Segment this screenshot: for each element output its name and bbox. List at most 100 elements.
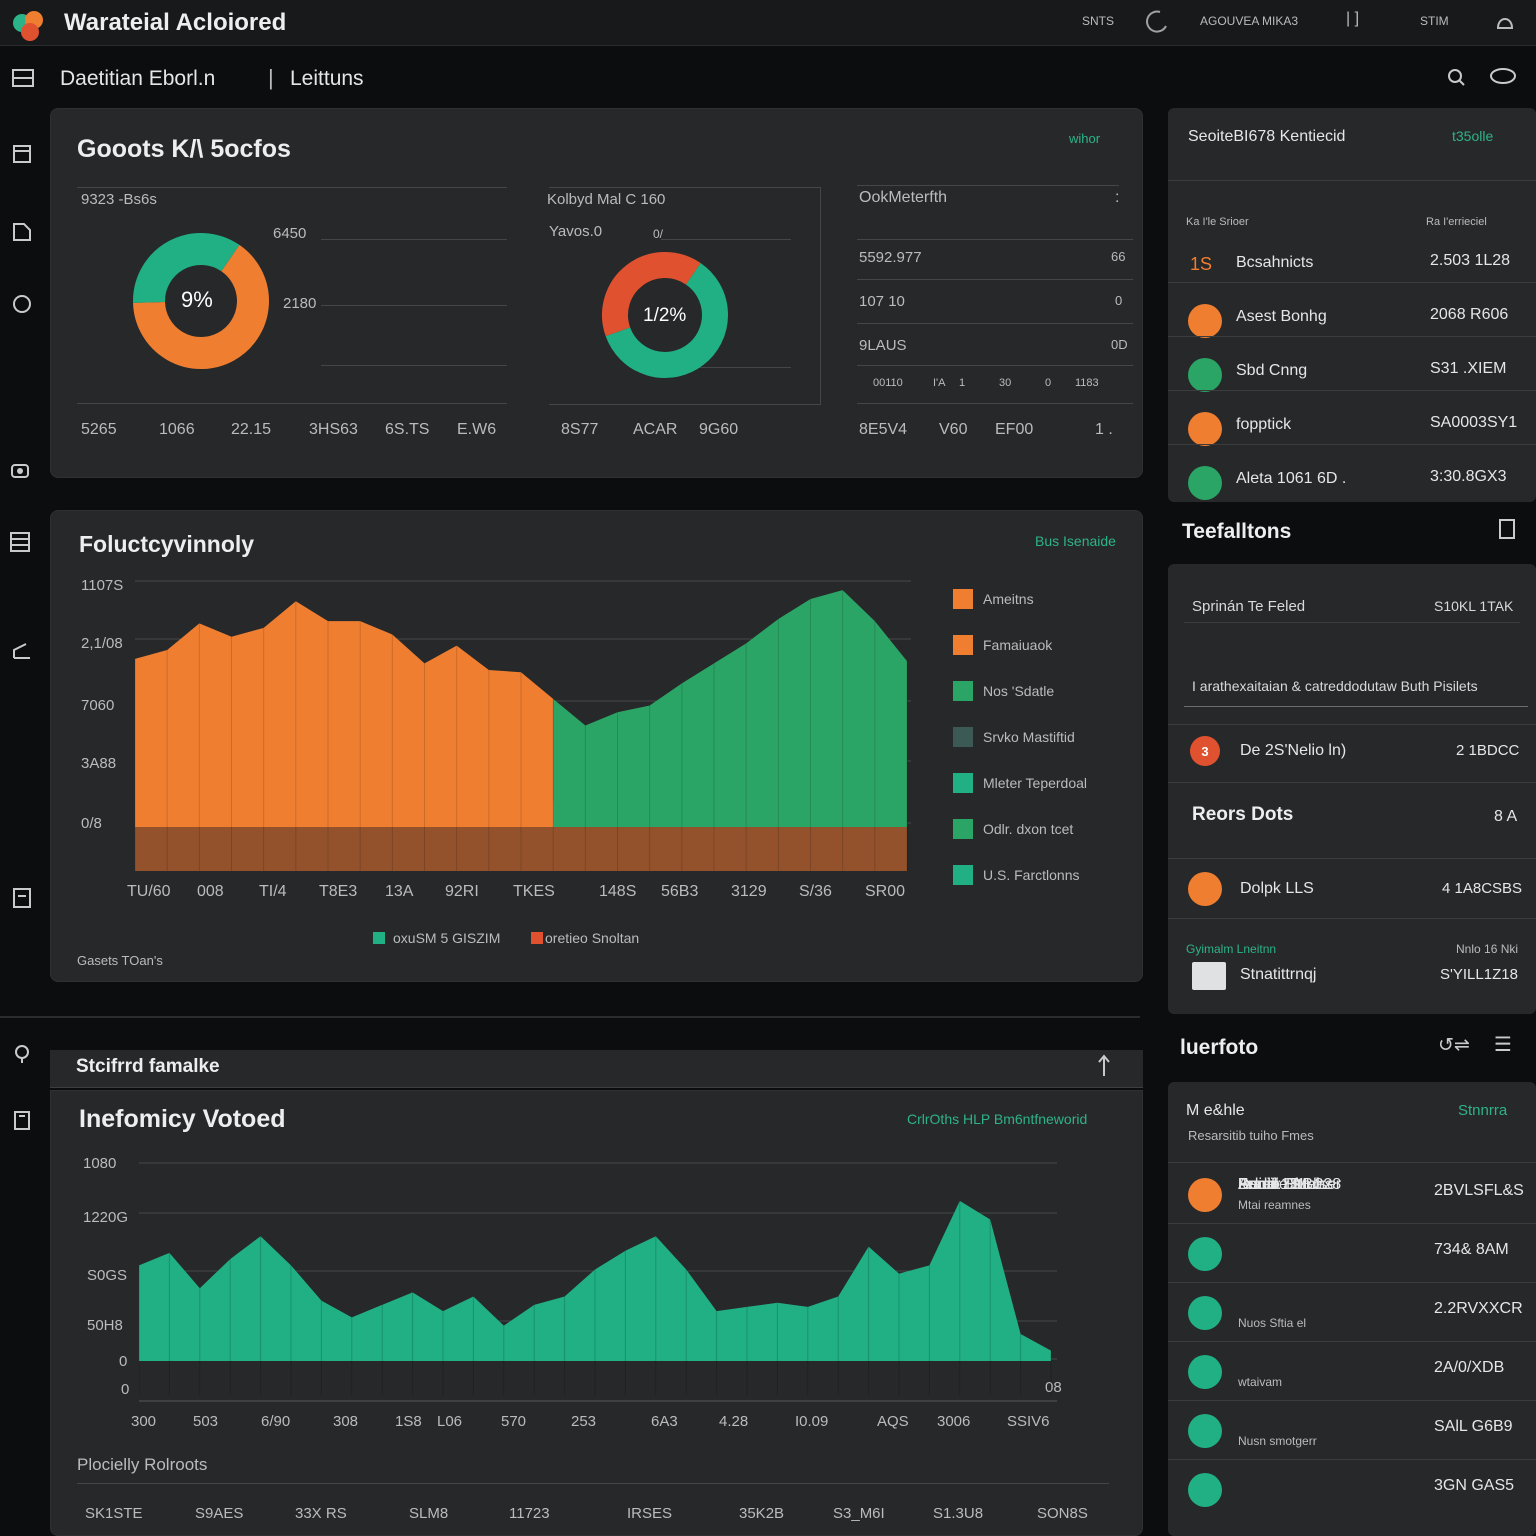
avatar — [1188, 358, 1222, 392]
x-tick-label: 56B3 — [661, 883, 699, 900]
axis-tick-label: E.W6 — [457, 421, 497, 438]
panel-bottom-title: luerfoto — [1180, 1036, 1259, 1059]
kpi-card-link[interactable]: wihor — [1069, 131, 1101, 146]
app-title: Warateial Acloiored — [64, 9, 287, 36]
row-value: 3GN GAS5 — [1434, 1477, 1515, 1494]
menu-icon[interactable] — [12, 69, 34, 87]
panel-mid-header: Teefalltons — [1168, 502, 1536, 562]
circle-icon[interactable] — [12, 294, 32, 314]
row-label: Anniil: Ermiser — [1238, 1176, 1342, 1193]
x-axis: TU/60 008 TI/4 T8E3 13A 92RI TKES 148S 56B3 3129 S… — [51, 883, 951, 907]
top-link-1[interactable]: SNTS — [1082, 14, 1115, 28]
area-chart-link[interactable]: Bus Isenaide — [1035, 533, 1116, 549]
divider — [1168, 858, 1536, 859]
divider — [857, 185, 1119, 186]
chart-icon[interactable] — [12, 640, 32, 660]
x-tick-label: 308 — [333, 1413, 359, 1430]
legend-swatch — [953, 773, 973, 793]
donut-slice — [605, 263, 728, 378]
camera-icon[interactable] — [10, 460, 30, 480]
x-tick-label: S/36 — [799, 883, 832, 900]
refresh-icon[interactable] — [1140, 8, 1172, 34]
table-footer-cell: 1183 — [1075, 377, 1099, 389]
info-panel: M e&hle Stnnrra Resarsitib tuiho Fmes Fo… — [1168, 1082, 1536, 1536]
axis-tick-label: 9G60 — [699, 421, 739, 438]
refresh-icon[interactable]: ↺⇌ — [1438, 1035, 1470, 1056]
doc-icon[interactable] — [12, 144, 32, 164]
axis-tick-label: 1 . — [1095, 421, 1113, 438]
y-tick-label: 2,1/08 — [81, 635, 123, 652]
divider — [1168, 336, 1536, 337]
x-tick-label: 008 — [197, 883, 224, 900]
divider — [857, 239, 1133, 240]
top-link-3[interactable]: STIM — [1420, 14, 1449, 28]
divider — [1168, 1162, 1536, 1163]
x-tick-label: 4.28 — [719, 1413, 749, 1430]
bottom-value: SK1STE — [85, 1505, 143, 1522]
doc-icon[interactable] — [1498, 518, 1516, 540]
x-tick-label: T8E3 — [319, 883, 358, 900]
divider — [857, 403, 1133, 404]
divider — [321, 365, 507, 366]
x-tick-label: 300 — [131, 1413, 157, 1430]
page-title: Daetitian Eborl.n — [60, 67, 216, 90]
file-icon[interactable] — [12, 888, 32, 908]
row-label: Dolpk LLS — [1240, 880, 1314, 897]
donut2-legend: Kolbyd Mal C 160 — [547, 191, 666, 208]
right-axis-label: 08 — [1045, 1379, 1062, 1396]
table-footer-cell: 30 — [999, 377, 1012, 389]
top-link-2[interactable]: AGOUVEA MIKA3 — [1200, 14, 1299, 28]
panel-title: SeoiteBI678 Kentiecid — [1188, 128, 1346, 145]
divider — [661, 239, 791, 240]
location-icon[interactable] — [12, 1044, 32, 1064]
panel-sub-link[interactable]: Stnnrra — [1458, 1102, 1508, 1119]
legend-label: Srvko Mastiftid — [983, 729, 1075, 745]
row-label: Bena' SftBb — [1238, 1176, 1322, 1193]
divider — [1168, 390, 1536, 391]
baseline-band — [553, 801, 907, 827]
edit-icon[interactable] — [12, 222, 32, 242]
avatar — [1188, 412, 1222, 446]
x-tick-label: I0.09 — [795, 1413, 829, 1430]
clipboard-icon[interactable] — [12, 1110, 32, 1130]
legend-swatch — [953, 635, 973, 655]
donut1-center: 9% — [181, 287, 213, 312]
area-chart-title: Foluctcyvinnoly — [79, 531, 255, 557]
section-subtitle-right: 8 A — [1494, 808, 1518, 825]
axis-tick-label: 22.15 — [231, 421, 272, 438]
axis-tick-label: 5265 — [81, 421, 117, 438]
filter-icon[interactable]: ☰ — [1494, 1034, 1512, 1056]
row-sublabel: Nusn smotgerr — [1238, 1434, 1317, 1448]
area-series — [139, 1200, 1051, 1361]
area-series — [553, 590, 907, 801]
area-series — [135, 601, 554, 801]
section-divider — [0, 1016, 1140, 1018]
volume-chart-link[interactable]: CrlrOths HLP Bm6ntfneworid — [907, 1111, 1088, 1127]
donut2-sub: Yavos.0 — [549, 223, 603, 240]
divider — [77, 187, 507, 188]
donut-slice — [133, 233, 240, 303]
x-tick-label: 570 — [501, 1413, 527, 1430]
row-label: Stnatittrnqj — [1240, 966, 1317, 983]
divider — [1168, 1400, 1536, 1401]
row-label: Foma Ls — [1238, 1176, 1301, 1193]
divider — [1168, 1459, 1536, 1460]
axis-tick-label: V60 — [939, 421, 968, 438]
tab-leittuns[interactable]: Leittuns — [290, 67, 364, 90]
title-separator: | — [268, 65, 274, 90]
divider — [1168, 1223, 1536, 1224]
row-value: 2BVLSFL&S — [1434, 1182, 1524, 1199]
upload-icon[interactable] — [1096, 1054, 1112, 1078]
panel-link[interactable]: t35olle — [1452, 128, 1494, 144]
user-icon[interactable] — [1494, 10, 1516, 32]
table-footer-cell: 1 — [959, 377, 966, 389]
list-icon[interactable] — [10, 532, 30, 552]
section-header: Stcifrrd famalke — [50, 1050, 1143, 1088]
legend: Ameitns Famaiuaok Nos 'Sdatle Srvko Mastift… — [951, 589, 1141, 889]
search-icon[interactable] — [1446, 67, 1466, 87]
legend-label: oxuSM 5 GISZIM — [393, 930, 501, 946]
divider — [857, 279, 1133, 280]
chat-icon[interactable] — [1488, 67, 1518, 87]
divider — [321, 239, 507, 240]
table-header: OokMeterfth — [859, 189, 948, 206]
